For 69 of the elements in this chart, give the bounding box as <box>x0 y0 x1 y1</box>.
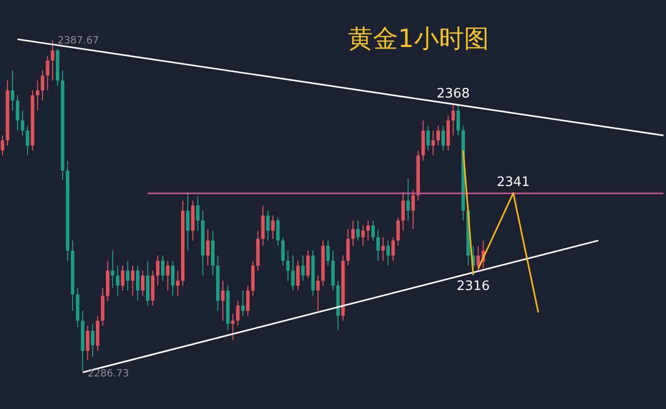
candlestick <box>140 270 144 296</box>
annotation: 2316 <box>456 278 490 294</box>
candlestick <box>276 217 280 246</box>
candlestick <box>120 265 124 292</box>
candlestick <box>291 255 295 292</box>
candlestick <box>86 325 90 360</box>
candlestick <box>90 323 94 358</box>
candlestick <box>286 250 290 282</box>
text: 黄金1小时图 <box>348 24 489 53</box>
candlestick <box>241 290 245 316</box>
candlestick <box>406 178 410 222</box>
candlestick <box>16 94 20 132</box>
candlestick <box>296 260 300 292</box>
candlestick <box>171 260 175 296</box>
candlestick <box>381 236 385 262</box>
candlestick <box>281 236 285 266</box>
candlestick <box>246 285 250 316</box>
candlestick <box>266 210 270 241</box>
candlestick <box>361 224 365 246</box>
candlestick <box>351 220 355 246</box>
candlestick <box>166 260 170 292</box>
candlestick <box>401 191 405 232</box>
candlestick <box>36 80 40 112</box>
candlestick <box>451 104 455 136</box>
annotation: 2387.67 <box>58 35 99 46</box>
candlestick <box>156 255 160 286</box>
annotation: 2368 <box>436 86 470 102</box>
candlestick <box>196 196 200 232</box>
candlestick <box>426 125 430 152</box>
candlestick <box>366 220 370 241</box>
candlestick <box>186 191 190 252</box>
candlestick <box>46 55 50 91</box>
candlestick <box>40 70 44 101</box>
candlestick <box>10 70 14 112</box>
candlestick <box>371 220 375 241</box>
candlestick <box>231 314 235 341</box>
candlestick <box>50 40 54 81</box>
candlestick <box>306 250 310 279</box>
candlestick <box>261 204 265 246</box>
candlestick <box>391 236 395 262</box>
candlestick <box>301 255 305 282</box>
candlestick <box>316 275 320 312</box>
annotation: 2341 <box>496 175 530 190</box>
candlestick <box>0 134 4 156</box>
annotation: 2286.73 <box>88 368 129 380</box>
candlestick <box>326 240 330 266</box>
candlestick <box>396 217 400 246</box>
candlestick <box>176 270 180 296</box>
candlestick <box>110 250 114 288</box>
candlestick <box>126 260 130 292</box>
candlestick <box>356 220 360 241</box>
candlestick <box>346 228 350 266</box>
candlestick <box>376 228 380 262</box>
candlestick <box>136 265 140 302</box>
candlestick <box>206 228 210 266</box>
candlestick <box>431 130 435 156</box>
candlestick <box>20 110 24 136</box>
candlestick <box>130 265 134 296</box>
candlestick <box>271 215 275 240</box>
candlestick <box>386 240 390 266</box>
candlestick <box>436 125 440 146</box>
candlestick <box>411 189 415 230</box>
candlestick <box>160 255 164 282</box>
candlestick <box>236 300 240 326</box>
candlestick <box>441 125 445 152</box>
candlestick <box>221 280 225 322</box>
candlestick <box>26 125 30 156</box>
candlestick <box>116 265 120 296</box>
candlestick <box>456 104 460 136</box>
